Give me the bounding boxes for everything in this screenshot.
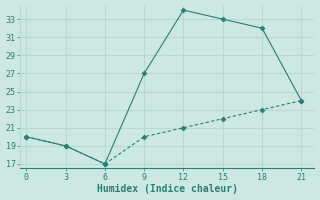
X-axis label: Humidex (Indice chaleur): Humidex (Indice chaleur) — [97, 184, 237, 194]
